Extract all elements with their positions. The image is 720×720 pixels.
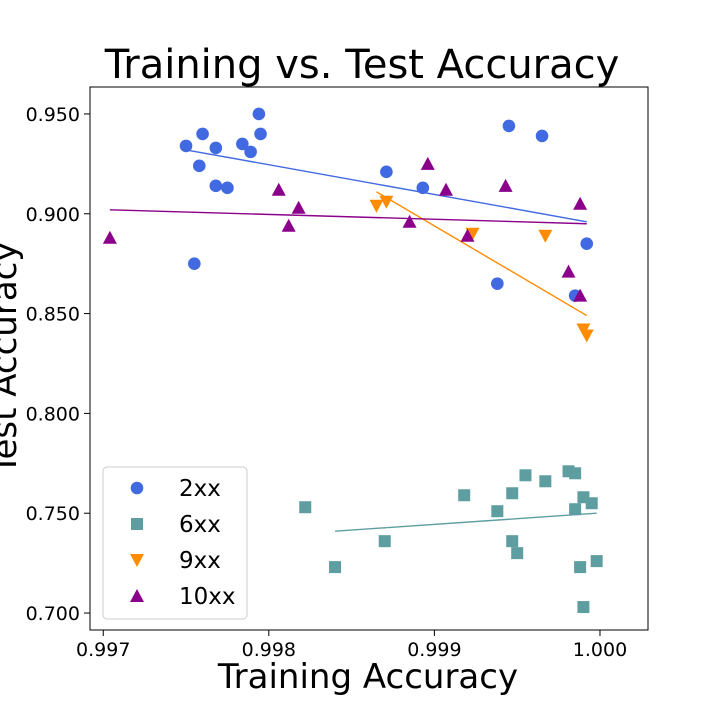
data-point-2xx (188, 257, 201, 270)
data-point-2xx (502, 119, 516, 133)
data-point-6xx (569, 503, 582, 516)
data-point-10xx (102, 230, 117, 244)
data-point-6xx (329, 561, 342, 574)
legend-label: 2xx (179, 476, 221, 502)
data-point-6xx (491, 505, 504, 518)
data-point-10xx (271, 182, 286, 196)
legend-marker-10xx (130, 589, 144, 602)
plot-area: 0.997 0.998 0.999 1.000 0.700 0.750 0.800 0.850… (26, 86, 649, 661)
data-point-2xx (416, 181, 430, 195)
data-point-2xx (209, 179, 223, 193)
data-point-2xx (254, 127, 267, 141)
legend-label: 6xx (179, 512, 221, 538)
legend-label: 9xx (179, 548, 221, 574)
legend-marker-9xx (130, 554, 144, 567)
data-point-10xx (402, 214, 417, 228)
data-point-10xx (498, 178, 513, 192)
data-point-6xx (585, 497, 598, 510)
data-point-6xx (590, 555, 603, 568)
x-tick-label: 1.000 (573, 639, 627, 661)
y-tick-label: 0.700 (26, 603, 80, 625)
data-point-10xx (573, 196, 588, 210)
legend-label: 10xx (179, 584, 236, 610)
data-point-2xx (179, 139, 193, 153)
legend-marker-6xx (131, 518, 143, 530)
data-point-10xx (573, 288, 588, 302)
trend-line-9xx (376, 191, 588, 317)
data-point-2xx (236, 137, 249, 151)
data-point-6xx (458, 489, 471, 502)
data-point-6xx (577, 601, 590, 614)
y-tick-label: 0.950 (26, 104, 80, 126)
y-tick-label: 0.750 (26, 503, 80, 525)
data-point-10xx (561, 264, 576, 278)
y-tick-label: 0.900 (26, 204, 80, 226)
legend-marker-2xx (130, 481, 144, 495)
trend-line-6xx (335, 512, 597, 532)
data-point-2xx (209, 141, 223, 155)
data-point-2xx (535, 129, 549, 143)
legend: 2xx 6xx 9xx 10xx (102, 466, 248, 620)
data-point-10xx (281, 218, 296, 232)
plot-frame (89, 86, 649, 631)
data-point-2xx (221, 181, 234, 195)
data-point-6xx (511, 547, 524, 560)
data-point-2xx (192, 159, 206, 173)
trend-line-10xx (109, 209, 587, 225)
x-axis-label: Training Accuracy (217, 657, 518, 697)
data-point-2xx (244, 145, 257, 159)
legend-box (102, 466, 248, 620)
data-point-6xx (574, 561, 587, 574)
x-tick-label: 0.997 (76, 639, 130, 661)
data-point-2xx (196, 127, 209, 141)
data-point-6xx (539, 475, 552, 488)
chart-title: Training vs. Test Accuracy (104, 42, 620, 88)
data-point-6xx (519, 469, 532, 482)
data-point-10xx (420, 156, 435, 170)
data-point-2xx (252, 107, 266, 121)
x-tick-label: 0.998 (242, 639, 296, 661)
y-tick-label: 0.800 (26, 403, 80, 425)
y-axis-label: Test Accuracy (0, 242, 25, 476)
data-point-6xx (569, 467, 582, 480)
data-point-2xx (580, 237, 594, 251)
data-point-10xx (438, 182, 453, 196)
trend-line-2xx (185, 149, 587, 223)
data-point-9xx (465, 227, 480, 241)
data-point-2xx (380, 165, 393, 179)
data-point-6xx (506, 535, 519, 548)
data-point-9xx (538, 229, 553, 243)
data-point-6xx (378, 535, 391, 548)
data-point-10xx (291, 200, 306, 214)
data-point-9xx (369, 199, 384, 213)
y-tick-label: 0.850 (26, 304, 80, 326)
data-point-2xx (491, 277, 504, 290)
data-point-9xx (379, 195, 394, 209)
data-point-10xx (460, 228, 475, 242)
data-point-6xx (506, 487, 519, 500)
data-point-6xx (299, 501, 312, 514)
data-point-9xx (579, 329, 594, 343)
x-tick-label: 0.999 (407, 639, 461, 661)
